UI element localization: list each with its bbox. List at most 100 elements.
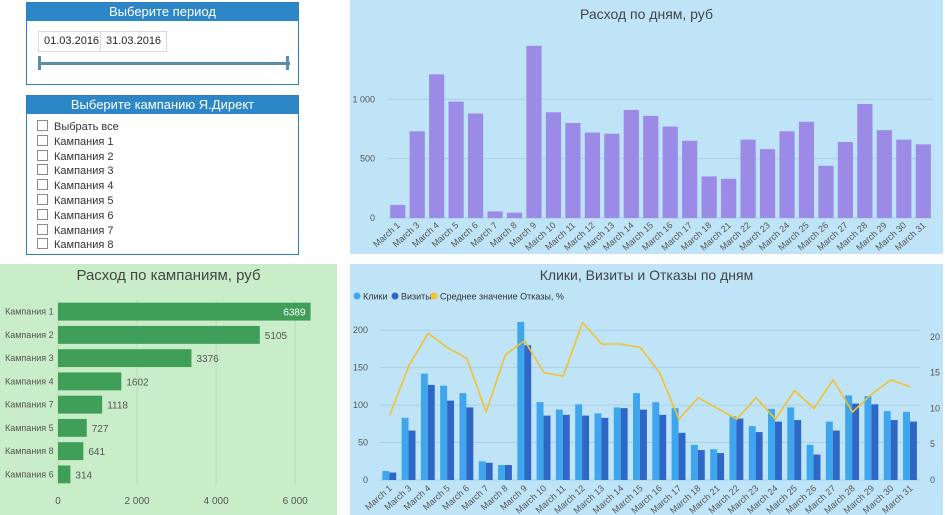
clicks-bar <box>478 461 486 480</box>
y-tick-label: 500 <box>360 154 375 164</box>
checkbox-square[interactable] <box>37 164 48 176</box>
clicks-bar <box>671 408 679 480</box>
y-tick-label: Кампания 8 <box>5 446 54 456</box>
clicks-bar <box>633 393 640 480</box>
spend-bar <box>662 126 678 218</box>
y-tick-label: Кампания 2 <box>5 330 54 340</box>
checkbox-square[interactable] <box>37 238 48 250</box>
campaign-checkbox[interactable]: Кампания 1 <box>37 134 114 149</box>
spend-bar <box>837 142 854 218</box>
clicks-bar <box>440 385 448 480</box>
x-tick-label: 0 <box>55 496 61 507</box>
spend-bar <box>467 113 484 218</box>
spend-bar <box>565 123 581 218</box>
spend-bar <box>798 121 815 218</box>
legend-marker <box>353 292 361 300</box>
campaign-checkbox[interactable]: Кампания 8 <box>37 238 114 252</box>
data-label: 5105 <box>265 331 288 342</box>
clicks-bar <box>845 395 853 480</box>
campaign-checkbox[interactable]: Кампания 6 <box>37 208 114 223</box>
visits-bar <box>620 408 628 480</box>
campaign-checkbox[interactable]: Кампания 7 <box>37 223 114 238</box>
campaign-checkbox[interactable]: Кампания 2 <box>37 149 114 164</box>
y-tick-label: Кампания 1 <box>5 307 54 317</box>
clicks-bar <box>864 396 872 480</box>
visits-bar <box>871 404 879 480</box>
clicks-bar <box>536 402 544 480</box>
checkbox-square[interactable] <box>37 208 48 220</box>
y-tick-label: Кампания 3 <box>5 353 54 363</box>
checkbox-square[interactable] <box>37 194 48 205</box>
campaign-slicer: Выберите кампанию Я.Директ Выбрать все Ка… <box>26 95 299 255</box>
y-tick-label: Кампания 5 <box>5 423 54 433</box>
y-left-tick-label: 100 <box>353 400 368 410</box>
spend-bar <box>526 45 542 218</box>
combo-plot: 0 50 100 150 200 0 5 10 15 20 Клики Визиты Среднее з… <box>353 292 940 515</box>
checkbox-square[interactable] <box>37 149 48 161</box>
spend-bar <box>429 74 445 218</box>
clicks-bar <box>825 421 833 480</box>
checkbox-label: Кампания 8 <box>54 239 114 252</box>
spend-bar <box>701 176 717 218</box>
legend-label: Среднее значение Отказы, % <box>440 292 564 302</box>
data-label: 6389 <box>283 308 306 319</box>
clicks-bar <box>555 409 563 480</box>
campaign-spend-chart: Расход по кампаниям, руб 0 2 000 4 000 6 00… <box>0 264 337 515</box>
y-right-tick-label: 10 <box>930 403 940 413</box>
start-date-input[interactable]: 01.03.2016 <box>38 31 106 52</box>
checkbox-square[interactable] <box>37 223 48 235</box>
visits-bar <box>639 409 647 480</box>
spend-bar <box>915 144 931 218</box>
clicks-bar <box>420 373 428 480</box>
period-slider-track[interactable] <box>40 62 290 65</box>
visits-bar <box>389 472 397 480</box>
y-tick-label: Кампания 7 <box>5 400 54 410</box>
clicks-bar <box>787 407 795 480</box>
data-label: 314 <box>75 470 92 481</box>
clicks-bar <box>806 444 814 480</box>
spend-bar <box>448 101 464 218</box>
visits-bar <box>485 462 493 480</box>
campaign-slicer-title: Выберите кампанию Я.Директ <box>27 96 298 114</box>
checkbox-square[interactable] <box>37 179 48 191</box>
x-tick-label: 6 000 <box>283 496 308 507</box>
campaign-checkbox[interactable]: Кампания 3 <box>37 164 114 178</box>
clicks-bar <box>594 413 602 480</box>
spend-bar <box>545 112 562 218</box>
spend-bar <box>604 133 620 218</box>
chart-title: Расход по дням, руб <box>580 6 713 22</box>
visits-bar <box>794 420 802 480</box>
visits-bar <box>755 432 763 480</box>
y-right-tick-label: 15 <box>930 368 940 378</box>
checkbox-label: Кампания 3 <box>54 165 114 178</box>
x-tick-label: 4 000 <box>204 496 229 507</box>
campaign-bar <box>58 372 122 391</box>
campaign-checkbox[interactable]: Кампания 5 <box>37 194 114 208</box>
visits-bar <box>852 403 860 480</box>
end-date-input[interactable]: 31.03.2016 <box>100 31 168 52</box>
period-slider-start-handle[interactable] <box>38 56 41 70</box>
x-tick-label: 2 000 <box>125 496 150 507</box>
campaign-checkbox[interactable]: Кампания 4 <box>37 179 114 193</box>
spend-bar <box>896 139 912 218</box>
spend-bar <box>876 130 892 218</box>
spend-bar <box>721 178 737 218</box>
checkbox-label: Кампания 1 <box>54 135 114 148</box>
visits-bar <box>408 430 416 480</box>
period-slider-end-handle[interactable] <box>286 56 289 70</box>
clicks-bar <box>690 444 698 480</box>
visits-bar <box>562 414 570 480</box>
visits-bar <box>736 418 744 480</box>
select-all-checkbox[interactable]: Выбрать все <box>37 120 119 134</box>
y-tick-label: 0 <box>370 213 375 223</box>
y-left-tick-label: 50 <box>358 438 368 448</box>
visits-bar <box>504 465 512 480</box>
spend-bar <box>759 149 776 218</box>
legend-label: Визиты <box>401 292 432 302</box>
checkbox-square[interactable] <box>37 134 48 146</box>
campaign-spend-plot: 0 2 000 4 000 6 000 Кампания 1 6389 Кампания 2… <box>5 300 311 507</box>
data-label: 641 <box>88 447 105 458</box>
clicks-bar <box>768 408 775 480</box>
checkbox-label: Кампания 4 <box>54 180 114 193</box>
checkbox-square[interactable] <box>37 120 48 131</box>
